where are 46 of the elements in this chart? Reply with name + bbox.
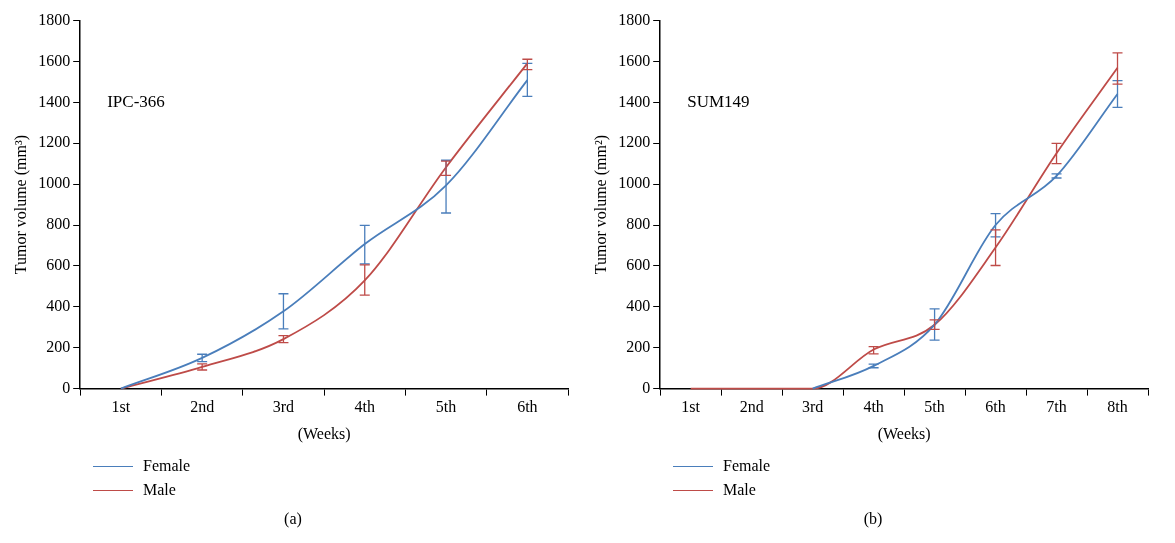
y-tick-label: 600 [626,256,651,274]
x-axis-title: (Weeks) [297,424,351,443]
x-tick-label: 2nd [190,398,215,416]
y-tick-label: 200 [46,337,71,355]
y-tick-label: 1400 [38,92,71,110]
x-tick-label: 7th [1046,398,1067,416]
text: (b) [862,510,884,528]
y-tick-label: 0 [642,378,651,396]
annotation: SUM149 [687,91,750,111]
y-tick-label: 1800 [618,10,651,28]
y-tick-label: 1200 [618,133,651,151]
x-tick-label: 5th [435,398,457,416]
y-tick-label: 1200 [38,133,71,151]
x-tick-label: 1st [681,398,701,416]
x-tick-label: 4th [863,398,884,416]
y-axis-title: Tumor volume (mm²) [591,134,610,275]
x-tick-label: 4th [354,398,375,416]
y-tick-label: 400 [46,297,71,315]
y-tick-label: 800 [46,215,71,233]
y-tick-label: 1600 [38,51,71,69]
annotation: IPC-366 [107,91,165,111]
y-tick-label: 800 [626,215,651,233]
legend-label: Female [723,457,771,475]
y-tick-label: 1800 [38,10,71,28]
x-axis-title: (Weeks) [877,424,931,443]
y-axis-title: Tumor volume (mm³) [11,134,30,275]
x-tick-label: 3rd [272,398,295,416]
y-tick-label: 600 [46,256,71,274]
y-tick-label: 1000 [38,174,71,192]
y-tick-label: 1600 [618,51,651,69]
x-tick-label: 3rd [801,398,824,416]
x-tick-label: 5th [924,398,945,416]
x-tick-label: 6th [985,398,1006,416]
text: (a) [283,510,303,528]
y-tick-label: 0 [62,378,71,396]
y-tick-label: 1400 [618,92,651,110]
x-tick-label: 8th [1107,398,1128,416]
y-tick-label: 200 [626,337,651,355]
legend-label: Male [143,481,176,499]
legend-label: Male [723,481,756,499]
legend-label: Female [143,457,191,475]
x-tick-label: 2nd [739,398,764,416]
x-tick-label: 6th [517,398,538,416]
y-tick-label: 400 [626,297,651,315]
x-tick-label: 1st [111,398,131,416]
y-tick-label: 1000 [618,174,651,192]
